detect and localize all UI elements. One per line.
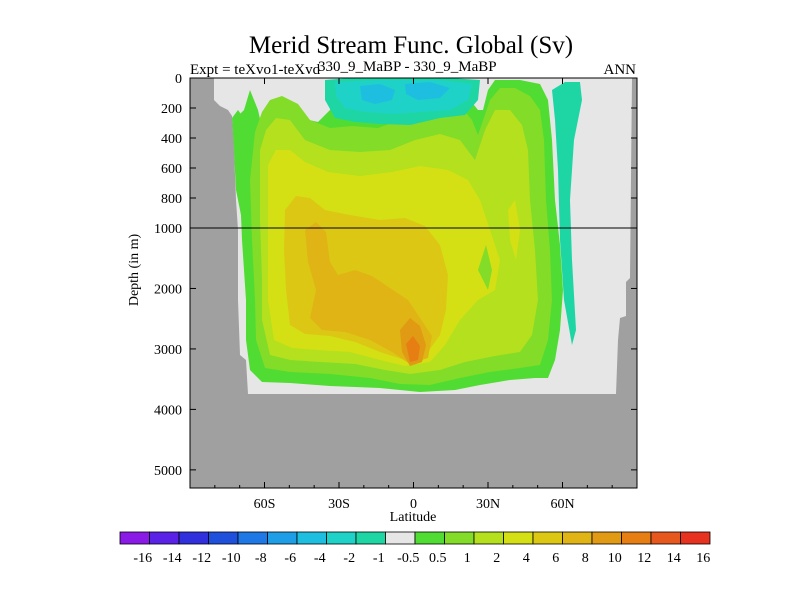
colorbar-swatch [532, 531, 563, 545]
y-tick-label: 1000 [154, 222, 182, 237]
colorbar-label: 4 [523, 551, 530, 566]
colorbar-swatch [385, 531, 416, 545]
y-tick-label: 600 [161, 162, 182, 177]
colorbar-label: 0.5 [429, 551, 447, 566]
colorbar-swatch [237, 531, 268, 545]
colorbar-label: -16 [133, 551, 152, 566]
colorbar-label: -10 [222, 551, 241, 566]
colorbar-swatch [591, 531, 622, 545]
chart-subtitle-left: Expt = teXvo1-teXvd [190, 62, 321, 78]
colorbar-label: 14 [667, 551, 681, 566]
colorbar-label: 6 [552, 551, 559, 566]
colorbar-label: 12 [637, 551, 651, 566]
colorbar-swatch [562, 531, 593, 545]
y-tick-label: 4000 [154, 403, 182, 418]
contour-neg-right [552, 82, 582, 345]
x-tick-label: 30N [476, 497, 500, 512]
colorbar-swatch [444, 531, 475, 545]
colorbar-swatch [296, 531, 327, 545]
y-axis: 0 200 400 600 800 1000 2000 3000 4000 5000 [154, 72, 637, 479]
colorbar-label: -4 [314, 551, 326, 566]
colorbar-swatch [119, 531, 150, 545]
contour-neg-2b [405, 82, 450, 100]
y-tick-label: 0 [175, 72, 182, 87]
colorbar-label: -14 [163, 551, 182, 566]
colorbar-label: 2 [493, 551, 500, 566]
colorbar-label: 16 [696, 551, 710, 566]
x-tick-label: 0 [410, 497, 417, 512]
colorbar-swatch [178, 531, 209, 545]
y-axis-label: Depth (in m) [127, 234, 142, 307]
x-axis-label: Latitude [390, 510, 437, 525]
y-tick-label: 5000 [154, 464, 182, 479]
x-axis: 60S 30S 0 30N 60N [214, 78, 613, 512]
y-tick-label: 3000 [154, 343, 182, 358]
colorbar-swatch [650, 531, 681, 545]
colorbar-label: 8 [582, 551, 589, 566]
land-mask [190, 78, 637, 488]
y-tick-label: 200 [161, 102, 182, 117]
contour-12 [406, 336, 420, 362]
colorbar-label: -0.5 [397, 551, 419, 566]
colorbar: -16 -14 -12 -10 -8 -6 -4 -2 -1 -0.5 0.5 1 2 4 6 8 10 12 14… [119, 531, 711, 566]
x-tick-label: 60N [550, 497, 574, 512]
contour-neg-1 [335, 80, 472, 114]
plot-area [190, 78, 637, 488]
colorbar-label: 1 [464, 551, 471, 566]
colorbar-swatch [680, 531, 711, 545]
colorbar-swatch [414, 531, 445, 545]
colorbar-label: -6 [284, 551, 296, 566]
colorbar-label: -12 [192, 551, 211, 566]
contour-4-blob-b [508, 200, 520, 260]
contour-neg-left [232, 110, 245, 220]
colorbar-swatch [208, 531, 239, 545]
colorbar-label: 10 [608, 551, 622, 566]
colorbar-swatch [503, 531, 534, 545]
colorbar-swatch [326, 531, 357, 545]
colorbar-label: -2 [343, 551, 355, 566]
colorbar-label: -1 [373, 551, 385, 566]
colorbar-label: -8 [255, 551, 267, 566]
x-tick-label: 30S [328, 497, 350, 512]
colorbar-swatch [267, 531, 298, 545]
contour-1-blob-a [478, 245, 492, 290]
colorbar-swatch [149, 531, 180, 545]
y-tick-label: 400 [161, 132, 182, 147]
chart-subtitle-right: ANN [604, 62, 637, 78]
colorbar-swatch [621, 531, 652, 545]
y-tick-label: 800 [161, 192, 182, 207]
colorbar-swatch [355, 531, 386, 545]
chart-subtitle-mid: 330_9_MaBP - 330_9_MaBP [318, 59, 497, 75]
y-tick-label: 2000 [154, 282, 182, 297]
contour-neg-2 [360, 84, 395, 104]
colorbar-swatch [473, 531, 504, 545]
chart-title: Merid Stream Func. Global (Sv) [249, 32, 573, 59]
contour-8 [305, 222, 432, 364]
x-tick-label: 60S [254, 497, 276, 512]
